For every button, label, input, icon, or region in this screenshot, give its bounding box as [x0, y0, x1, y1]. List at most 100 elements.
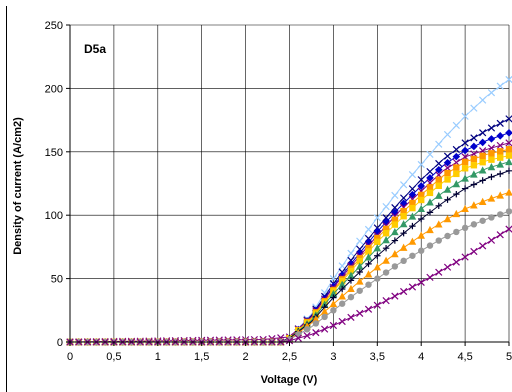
- series-marker: [487, 135, 496, 143]
- series-marker: [479, 177, 486, 184]
- series-marker: [400, 213, 407, 220]
- series-marker: [496, 132, 505, 140]
- series-marker: [453, 190, 460, 198]
- series-marker: [497, 211, 504, 218]
- series-marker: [338, 280, 346, 288]
- series-marker: [426, 167, 434, 176]
- series-marker: [479, 158, 486, 166]
- series-marker: [479, 96, 487, 104]
- series-marker: [356, 268, 363, 276]
- series-marker: [338, 271, 346, 279]
- series-marker: [418, 196, 425, 204]
- series-marker: [426, 184, 434, 191]
- series-marker: [443, 263, 452, 271]
- series-marker: [487, 194, 496, 202]
- series-marker: [303, 326, 311, 333]
- series-marker: [426, 189, 434, 197]
- series-marker: [391, 237, 399, 244]
- series-marker: [453, 228, 460, 236]
- series-marker: [417, 182, 425, 190]
- series-marker: [365, 248, 372, 255]
- series-marker: [505, 157, 512, 166]
- series-marker: [399, 243, 408, 251]
- series-marker: [382, 256, 390, 264]
- series-marker: [408, 283, 417, 291]
- series-marker: [391, 250, 399, 258]
- series-marker: [452, 121, 460, 130]
- y-tick-label: 200: [45, 83, 63, 95]
- series-11: [66, 225, 512, 346]
- series-marker: [426, 225, 434, 234]
- series-marker: [373, 263, 382, 271]
- series-marker: [338, 317, 346, 326]
- series-marker: [461, 204, 469, 213]
- series-marker: [391, 292, 399, 300]
- series-marker: [303, 332, 311, 340]
- series-marker: [452, 180, 461, 188]
- series-marker: [374, 238, 381, 246]
- series-marker: [400, 194, 408, 202]
- series-marker: [443, 130, 452, 139]
- series-marker: [417, 231, 425, 239]
- series-marker: [374, 234, 381, 242]
- series-marker: [505, 75, 512, 84]
- series-marker: [496, 141, 504, 150]
- x-tick-label: 4: [418, 351, 424, 363]
- series-marker: [391, 221, 399, 228]
- series-marker: [505, 167, 512, 175]
- series-marker: [479, 152, 486, 160]
- series-marker: [374, 252, 381, 259]
- series-marker: [443, 185, 452, 193]
- series-marker: [496, 119, 504, 128]
- series-marker: [382, 269, 390, 276]
- series-marker: [338, 292, 346, 300]
- series-marker: [382, 244, 390, 252]
- series-marker: [347, 277, 355, 284]
- series-marker: [505, 146, 512, 153]
- series-marker: [312, 328, 320, 337]
- series-marker: [505, 128, 512, 137]
- series-marker: [347, 313, 355, 322]
- series-9: [66, 188, 512, 346]
- series-marker: [408, 212, 417, 220]
- series-marker: [478, 197, 487, 205]
- series-marker: [452, 209, 461, 218]
- series-marker: [391, 191, 399, 200]
- series-marker: [374, 275, 381, 282]
- series-marker: [400, 207, 407, 215]
- series-marker: [417, 160, 425, 169]
- series-marker: [435, 202, 442, 210]
- series-marker: [365, 260, 372, 268]
- series-marker: [364, 270, 373, 278]
- series-marker: [382, 230, 390, 237]
- series-marker: [426, 198, 434, 206]
- series-marker: [312, 315, 320, 323]
- series-marker: [497, 148, 504, 155]
- series-marker: [452, 258, 460, 266]
- series-marker: [391, 216, 399, 223]
- series-marker: [479, 129, 487, 137]
- series-marker: [488, 150, 495, 157]
- series-marker: [382, 202, 390, 211]
- series-marker: [470, 247, 478, 256]
- series-marker: [461, 146, 469, 155]
- y-tick-label: 50: [51, 274, 63, 286]
- series-marker: [453, 164, 460, 171]
- series-marker: [470, 170, 478, 178]
- series-marker: [417, 176, 425, 184]
- series-marker: [408, 237, 417, 245]
- series-marker: [418, 191, 425, 199]
- series-marker: [461, 174, 469, 182]
- series-marker: [356, 237, 364, 245]
- series-marker: [338, 285, 346, 293]
- series-marker: [505, 208, 512, 215]
- series-marker: [461, 185, 469, 192]
- series-marker: [452, 145, 460, 154]
- series-marker: [470, 221, 478, 228]
- series-marker: [409, 252, 416, 259]
- series-marker: [391, 263, 399, 270]
- series-marker: [478, 138, 487, 147]
- series-marker: [479, 242, 487, 250]
- series-marker: [443, 215, 452, 223]
